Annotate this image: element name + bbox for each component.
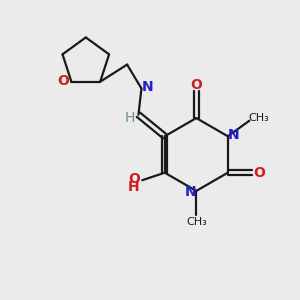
- Text: O: O: [58, 74, 70, 88]
- Text: CH₃: CH₃: [248, 113, 269, 123]
- Text: H: H: [128, 180, 140, 194]
- Text: O: O: [190, 78, 202, 92]
- Text: N: N: [228, 128, 240, 142]
- Text: N: N: [184, 185, 196, 200]
- Text: N: N: [142, 80, 154, 94]
- Text: O: O: [128, 172, 140, 186]
- Text: O: O: [253, 166, 265, 180]
- Text: CH₃: CH₃: [186, 217, 207, 227]
- Text: H: H: [125, 111, 135, 125]
